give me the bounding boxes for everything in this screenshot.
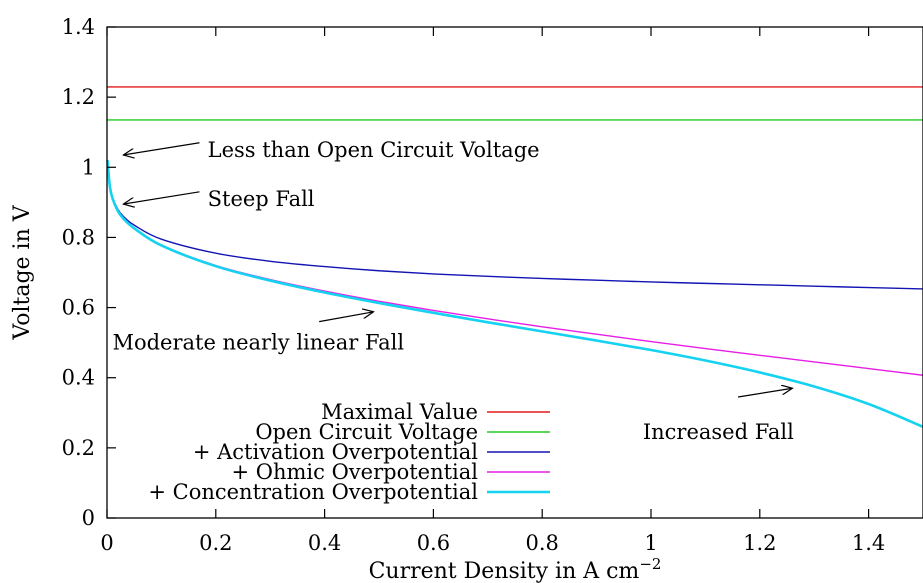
y-tick-label: 1.2 (62, 85, 95, 109)
x-tick-label: 1.4 (852, 531, 885, 555)
x-tick-label: 0.4 (308, 531, 341, 555)
annotations: Less than Open Circuit Voltage Steep Fall… (112, 138, 794, 444)
legend-label: + Concentration Overpotential (148, 480, 478, 504)
y-tick-label: 0.2 (62, 436, 95, 460)
annotation-arrow (123, 191, 200, 204)
x-axis-label: Current Density in A cm−2 (369, 555, 662, 583)
y-tick-label: 1.4 (62, 15, 95, 39)
annotation-text: Increased Fall (643, 420, 794, 444)
x-tick-label: 0 (100, 531, 113, 555)
y-tick-label: 0.6 (62, 296, 95, 320)
plot-area (106, 86, 923, 429)
x-tick-label: 0.6 (417, 531, 450, 555)
legend-label: Maximal Value (321, 400, 478, 424)
y-tick-label: 0 (82, 506, 95, 530)
annotation-arrow (737, 388, 792, 398)
y-tick-label: 0.8 (62, 225, 95, 249)
annotation-text: Moderate nearly linear Fall (112, 331, 404, 355)
x-tick-label: 1.2 (743, 531, 776, 555)
legend-label: + Ohmic Overpotential (232, 460, 479, 484)
x-axis-label-exponent: −2 (639, 555, 661, 573)
x-tick-label: 0.2 (199, 531, 232, 555)
annotation-arrow (319, 312, 373, 323)
annotation-text: Steep Fall (208, 187, 315, 211)
x-tick-label: 1 (644, 531, 657, 555)
y-tick-label: 1 (82, 155, 95, 179)
legend-label: + Activation Overpotential (193, 440, 478, 464)
x-tick-label: 0.8 (525, 531, 558, 555)
axis-ticks: 0 0.2 0.4 0.6 0.8 1 1.2 1.4 0 0.2 0.4 0.6 0.8 1 1.2 1.4 (62, 15, 886, 555)
y-tick-label: 0.4 (62, 366, 95, 390)
legend-label: Open Circuit Voltage (255, 420, 478, 444)
annotation-arrow (123, 142, 200, 155)
y-axis-label: Voltage in V (10, 204, 35, 340)
annotation-text: Less than Open Circuit Voltage (208, 138, 540, 162)
series-line-concentration-overpotential (106, 160, 923, 429)
plot-frame (106, 26, 923, 519)
